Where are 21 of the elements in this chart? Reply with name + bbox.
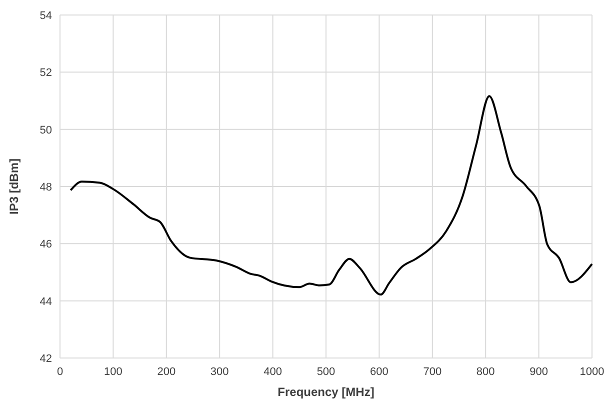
x-tick-label: 300 bbox=[210, 366, 229, 378]
x-tick-label: 700 bbox=[423, 366, 442, 378]
x-tick-label: 200 bbox=[157, 366, 176, 378]
x-tick-label: 500 bbox=[316, 366, 336, 378]
x-tick-label: 0 bbox=[56, 366, 64, 378]
x-tick-label: 800 bbox=[476, 366, 495, 378]
x-tick-label: 600 bbox=[370, 366, 388, 378]
y-tick-label: 52 bbox=[40, 67, 52, 80]
x-axis-title: Frequency [MHz] bbox=[278, 385, 374, 399]
y-tick-label: 50 bbox=[40, 124, 52, 136]
line-series bbox=[70, 95, 593, 296]
y-tick-label: 42 bbox=[40, 353, 52, 365]
x-tick-label: 100 bbox=[104, 366, 122, 378]
y-tick-label: 44 bbox=[40, 296, 52, 308]
y-axis-title: IP3 [dBm] bbox=[7, 158, 21, 215]
y-tick-label: 54 bbox=[40, 10, 52, 22]
y-tick-label: 46 bbox=[40, 238, 52, 251]
x-tick-label: 900 bbox=[530, 366, 548, 378]
x-tick-label: 400 bbox=[264, 366, 282, 378]
y-tick-label: 48 bbox=[40, 182, 52, 194]
x-tick-label: 1000 bbox=[580, 366, 604, 378]
